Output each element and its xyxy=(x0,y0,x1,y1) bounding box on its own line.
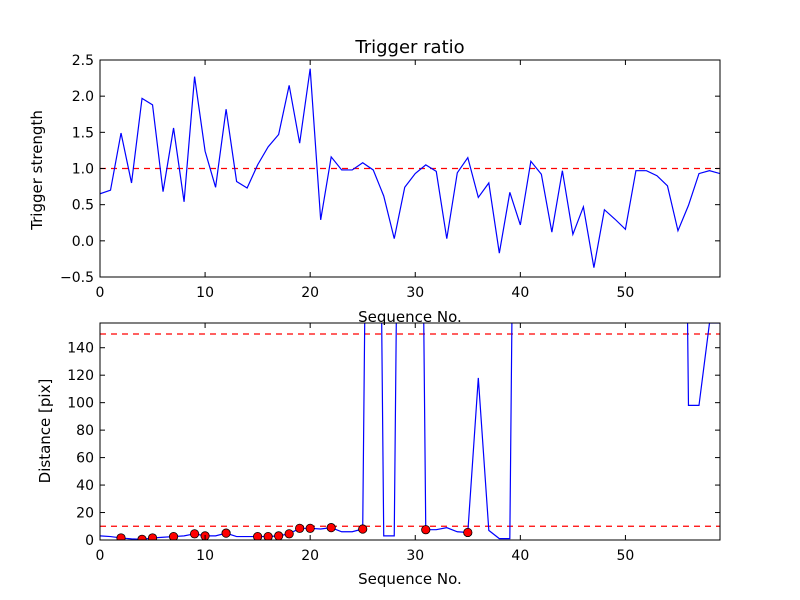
bottom-marker-11 xyxy=(295,523,305,533)
top-x-tick-label-5: 50 xyxy=(617,285,635,301)
bottom-y-tick-label-6: 120 xyxy=(67,368,94,384)
bottom-x-tick-label-5: 50 xyxy=(617,548,635,564)
bottom-y-tick-label-2: 40 xyxy=(76,478,94,494)
bottom-marker-4 xyxy=(189,529,200,539)
distance-panel: Sequence No. Distance [pix] 0 10 20 30 40 50 0… xyxy=(36,322,721,588)
top-series-line-0 xyxy=(100,68,720,268)
top-y-tick-label-5: 2.0 xyxy=(72,89,94,105)
bottom-marker-16 xyxy=(463,527,473,538)
top-x-tick-label-1: 10 xyxy=(196,285,214,301)
bottom-x-tick-label-2: 20 xyxy=(301,548,319,564)
bottom-axes-frame xyxy=(99,322,721,541)
top-y-tick-label-6: 2.5 xyxy=(72,53,94,69)
top-y-tick-label-0: −0.5 xyxy=(60,270,94,286)
bottom-marker-7 xyxy=(253,531,263,540)
bottom-marker-12 xyxy=(305,523,315,533)
bottom-x-tick-label-1: 10 xyxy=(196,548,214,564)
top-y-tick-label-3: 1.0 xyxy=(72,162,94,178)
top-x-tick-label-0: 0 xyxy=(96,285,105,301)
bottom-y-tick-label-3: 60 xyxy=(76,451,94,467)
bottom-y-tick-label-0: 0 xyxy=(85,533,94,549)
bottom-y-axis-label: Distance [pix] xyxy=(36,379,54,484)
top-y-axis-label: Trigger strength xyxy=(28,110,46,231)
top-y-tick-label-2: 0.5 xyxy=(72,198,94,214)
top-x-axis-label: Sequence No. xyxy=(358,308,462,326)
bottom-y-tick-label-4: 80 xyxy=(76,423,94,439)
bottom-marker-14 xyxy=(358,524,368,534)
bottom-x-axis-label: Sequence No. xyxy=(358,570,462,588)
bottom-x-tick-label-3: 30 xyxy=(406,548,424,564)
bottom-x-tick-label-0: 0 xyxy=(96,548,105,564)
bottom-marker-0 xyxy=(116,533,126,540)
bottom-marker-6 xyxy=(221,528,231,538)
top-y-tick-label-1: 0.0 xyxy=(72,234,94,250)
chart-title: Trigger ratio xyxy=(354,37,464,58)
bottom-y-tick-label-1: 20 xyxy=(76,506,94,522)
bottom-x-tick-label-4: 40 xyxy=(511,548,529,564)
top-x-tick-label-4: 40 xyxy=(511,285,529,301)
trigger-ratio-panel: Trigger ratio Sequence No. Trigger stren… xyxy=(28,37,721,326)
bottom-marker-15 xyxy=(421,525,431,535)
top-x-tick-label-2: 20 xyxy=(301,285,319,301)
top-x-tick-label-3: 30 xyxy=(406,285,424,301)
bottom-marker-9 xyxy=(274,531,284,540)
bottom-y-tick-label-5: 100 xyxy=(67,396,94,412)
bottom-y-tick-label-7: 140 xyxy=(67,341,94,357)
bottom-marker-1 xyxy=(137,534,147,540)
top-plot-area xyxy=(100,68,720,268)
top-y-tick-label-4: 1.5 xyxy=(72,125,94,141)
bottom-marker-2 xyxy=(147,533,158,540)
bottom-marker-3 xyxy=(168,531,179,540)
bottom-marker-10 xyxy=(284,529,294,539)
bottom-marker-8 xyxy=(263,531,273,540)
bottom-marker-13 xyxy=(326,523,336,533)
bottom-plot-area xyxy=(100,323,720,540)
